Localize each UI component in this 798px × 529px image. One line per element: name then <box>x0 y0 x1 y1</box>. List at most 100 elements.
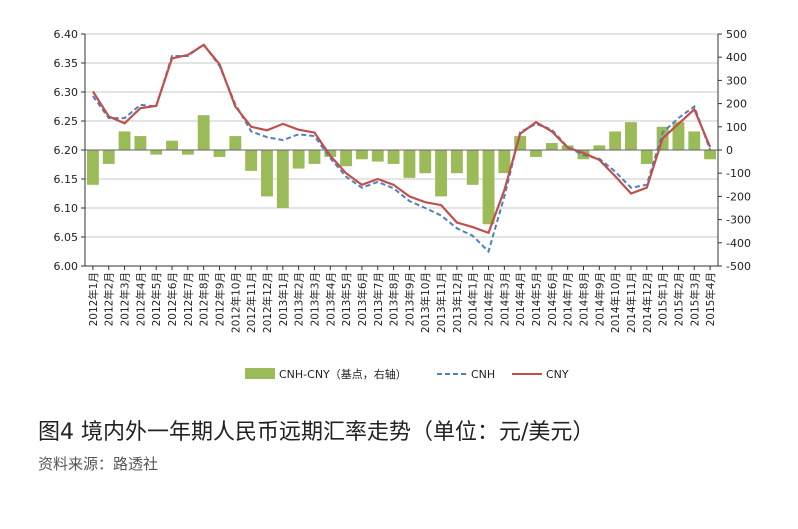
x-tick-label: 2015年3月 <box>688 272 701 326</box>
spread-bar <box>498 150 511 174</box>
x-tick-labels: 2012年1月 2012年2月 2012年3月 2012年4月 2012年5月 2012年… <box>87 266 717 333</box>
x-tick-label: 2012年12月 <box>261 272 274 333</box>
spread-bar <box>514 136 527 150</box>
spread-bar <box>450 150 463 174</box>
figure-source: 资料来源：路透社 <box>38 455 159 473</box>
x-tick-label: 2012年10月 <box>229 272 242 333</box>
x-tick-label: 2012年5月 <box>150 272 163 326</box>
left-tick-label: 6.10 <box>54 202 79 215</box>
x-tick-label: 2014年7月 <box>562 272 575 326</box>
spread-bar <box>672 122 685 150</box>
cnh-line <box>92 43 712 254</box>
spread-bar <box>356 150 368 160</box>
x-tick-label: 2013年6月 <box>356 272 369 326</box>
spread-bar <box>530 150 542 157</box>
x-tick-label: 2014年3月 <box>498 272 511 326</box>
x-tick-label: 2014年12月 <box>641 272 654 333</box>
spread-bar <box>593 145 606 150</box>
cnh-cny-spread-series <box>86 115 717 225</box>
spread-bar <box>197 115 210 150</box>
spread-bar <box>181 150 194 155</box>
figure-caption: 图4 境内外一年期人民币远期汇率走势（单位：元/美元） <box>38 420 595 445</box>
x-tick-label: 2015年2月 <box>672 272 685 326</box>
x-tick-label: 2012年9月 <box>214 272 227 326</box>
x-tick-label: 2012年3月 <box>119 272 132 326</box>
spread-bar <box>213 150 226 157</box>
x-tick-label: 2012年2月 <box>103 272 116 326</box>
x-tick-label: 2014年5月 <box>530 272 543 326</box>
x-tick-label: 2013年5月 <box>340 272 353 326</box>
x-tick-label: 2013年1月 <box>277 272 290 326</box>
right-tick-label: 300 <box>726 74 747 87</box>
forward-rate-chart: 6.00 6.05 6.10 6.15 6.20 6.25 6.30 6.35 6.40 -50… <box>54 28 751 381</box>
spread-bar <box>482 150 495 225</box>
x-tick-label: 2013年4月 <box>324 272 337 326</box>
right-tick-label: 500 <box>726 28 747 41</box>
left-tick-label: 6.20 <box>54 144 79 157</box>
x-tick-label: 2013年7月 <box>372 272 385 326</box>
spread-bar <box>371 150 384 162</box>
legend-swatch-spread <box>245 368 275 379</box>
spread-bar <box>419 150 432 174</box>
right-tick-label: 0 <box>726 144 733 157</box>
legend-label: CNH <box>471 368 495 381</box>
x-tick-label: 2012年4月 <box>134 272 147 326</box>
x-tick-label: 2012年1月 <box>87 272 100 326</box>
left-tick-label: 6.05 <box>54 231 79 244</box>
x-tick-label: 2014年4月 <box>514 272 527 326</box>
x-tick-label: 2014年6月 <box>546 272 559 326</box>
spread-bar <box>86 150 99 185</box>
x-tick-label: 2015年4月 <box>704 272 717 326</box>
spread-bar <box>261 150 273 197</box>
cny-line <box>91 43 712 235</box>
x-tick-label: 2014年9月 <box>593 272 606 326</box>
right-tick-label: 100 <box>726 121 747 134</box>
spread-bar <box>324 150 337 157</box>
right-tick-label: -400 <box>726 237 751 250</box>
spread-bar <box>466 150 479 185</box>
left-tick-label: 6.35 <box>54 57 79 70</box>
x-tick-label: 2012年7月 <box>182 272 195 326</box>
x-tick-label: 2013年9月 <box>403 272 416 326</box>
right-tick-label: -200 <box>726 190 751 203</box>
left-tick-label: 6.40 <box>54 28 79 41</box>
spread-bar <box>340 150 353 167</box>
x-tick-label: 2014年11月 <box>625 272 638 333</box>
x-tick-label: 2014年2月 <box>483 272 496 326</box>
spread-bar <box>166 140 178 150</box>
right-tick-label: 200 <box>726 98 747 111</box>
spread-bar <box>545 143 558 150</box>
legend-label: CNY <box>546 368 569 381</box>
spread-bar <box>704 150 717 160</box>
x-tick-label: 2013年8月 <box>388 272 401 326</box>
spread-bar <box>102 150 115 164</box>
legend-label: CNH-CNY（基点，右轴） <box>279 367 407 381</box>
left-tick-label: 6.00 <box>54 260 79 273</box>
x-tick-label: 2013年3月 <box>308 272 321 326</box>
spread-bar <box>134 136 147 150</box>
x-tick-label: 2012年8月 <box>198 272 211 326</box>
right-tick-labels: -500 -400 -300 -200 -100 0 100 200 300 400 500 <box>718 28 751 273</box>
spread-bar <box>609 131 622 150</box>
right-tick-label: -500 <box>726 260 751 273</box>
x-tick-label: 2012年11月 <box>245 272 258 333</box>
spread-bar <box>292 150 305 169</box>
spread-bar <box>403 150 416 178</box>
x-tick-label: 2013年12月 <box>451 272 464 333</box>
x-tick-label: 2014年8月 <box>577 272 590 326</box>
x-tick-label: 2013年10月 <box>419 272 432 333</box>
spread-bar <box>245 150 258 171</box>
right-tick-label: -300 <box>726 214 751 227</box>
left-tick-label: 6.25 <box>54 115 79 128</box>
spread-bar <box>640 150 653 164</box>
spread-bar <box>435 150 447 197</box>
x-tick-label: 2012年6月 <box>166 272 179 326</box>
spread-bar <box>625 122 637 150</box>
right-tick-label: 400 <box>726 51 747 64</box>
x-tick-label: 2015年1月 <box>657 272 670 326</box>
left-tick-label: 6.15 <box>54 173 79 186</box>
left-tick-label: 6.30 <box>54 86 79 99</box>
spread-bar <box>229 136 242 150</box>
x-tick-label: 2014年10月 <box>609 272 622 333</box>
x-tick-label: 2014年1月 <box>467 272 480 326</box>
